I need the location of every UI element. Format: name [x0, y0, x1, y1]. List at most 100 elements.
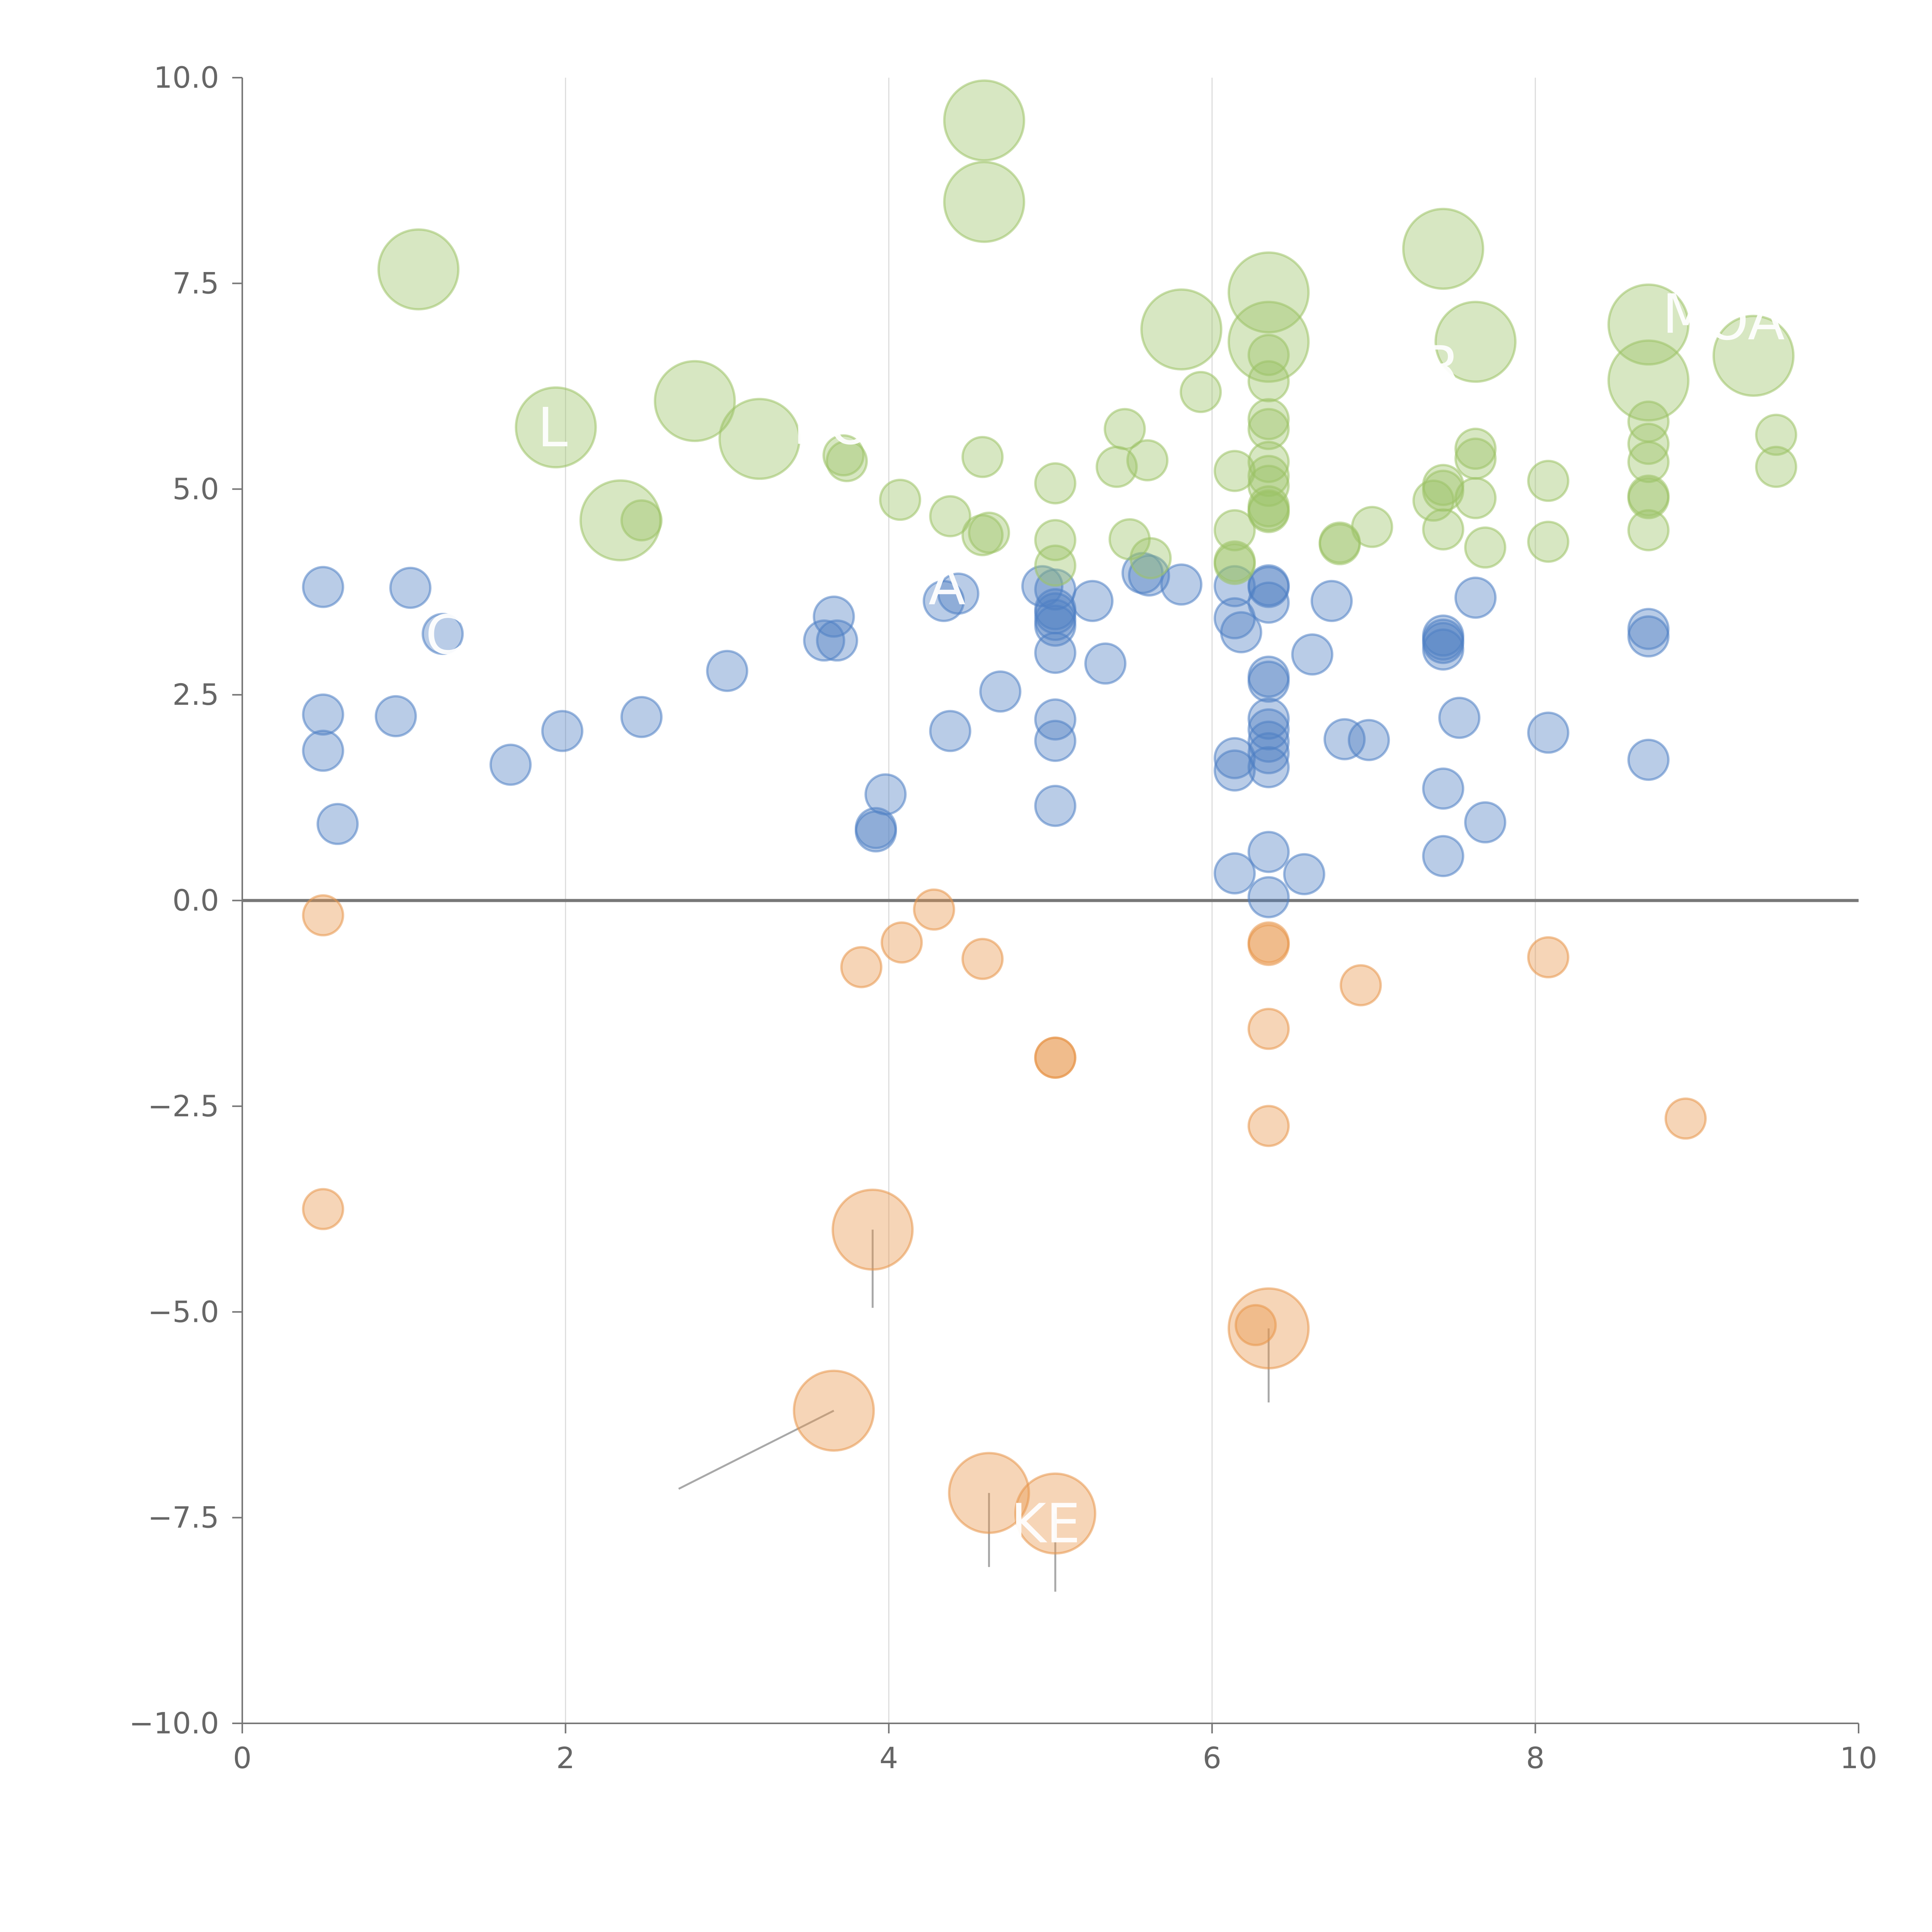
data-point-high	[1454, 477, 1497, 519]
data-point-high	[1402, 207, 1485, 290]
data-point-high	[1247, 440, 1290, 483]
data-point-low	[1213, 565, 1256, 607]
y-tick-label: −2.5	[148, 1089, 219, 1123]
data-point-low	[302, 693, 344, 736]
data-point-low	[1213, 737, 1256, 779]
leader-lines	[403, 116, 1756, 1592]
data-point-negative	[1247, 1105, 1290, 1147]
leader-line	[1444, 332, 1476, 343]
data-point-high	[1318, 523, 1361, 566]
data-point-high	[1228, 251, 1310, 333]
data-point-high	[1129, 537, 1172, 580]
data-point-low	[1247, 566, 1290, 608]
data-point-high	[1627, 509, 1670, 551]
data-point-high	[1422, 469, 1464, 512]
data-point-high	[1126, 439, 1169, 481]
data-point-high	[825, 440, 868, 482]
data-point-high	[1213, 509, 1256, 551]
data-point-high	[654, 360, 736, 442]
data-point-low	[1034, 785, 1077, 827]
data-point-low	[489, 743, 532, 786]
y-tick-label: 5.0	[172, 472, 219, 506]
x-tick-label: 4	[879, 1741, 898, 1775]
data-point-low	[1247, 582, 1290, 624]
axes: 0 2 4 6 8 10 10.0 7.5 5.0 2.5 0.0 −2.5 −5.0 −7.5 −10.0	[129, 60, 1877, 1775]
data-point-high	[1464, 526, 1507, 569]
leader-line	[597, 519, 621, 535]
x-tick-label: 2	[556, 1741, 575, 1775]
data-point-high	[1627, 440, 1670, 483]
data-point-low	[864, 773, 907, 816]
y-tick-label: 0.0	[172, 883, 219, 918]
point-label: L	[537, 396, 568, 459]
data-point-low	[1627, 738, 1670, 781]
data-point-high	[1527, 459, 1570, 502]
data-point-negative	[302, 894, 344, 937]
y-tick-label: 2.5	[172, 677, 219, 712]
data-point-negative	[1228, 1287, 1310, 1370]
point-label: R	[1423, 335, 1460, 398]
data-point-negative	[302, 1188, 344, 1230]
data-point-high	[579, 479, 662, 561]
data-point-high	[1179, 371, 1222, 413]
y-tick-label: 10.0	[154, 60, 219, 95]
data-point-high	[1755, 446, 1798, 488]
data-point-low	[1422, 767, 1464, 810]
data-point-low	[706, 650, 748, 692]
data-point-negative	[1247, 923, 1290, 966]
data-point-low	[1422, 835, 1464, 878]
data-point-low	[302, 566, 344, 608]
point-label: BO	[793, 394, 872, 457]
data-point-low	[1247, 732, 1290, 774]
data-point-high	[1627, 423, 1670, 465]
data-point-low	[1071, 580, 1114, 622]
y-tick-label: −5.0	[148, 1294, 219, 1329]
data-points	[302, 79, 1798, 1555]
data-point-low	[1247, 746, 1290, 789]
leader-line	[1147, 328, 1182, 340]
leader-line	[1648, 311, 1668, 325]
data-point-low	[1128, 554, 1170, 597]
data-point-low	[1247, 831, 1290, 873]
data-point-negative	[1247, 1008, 1290, 1050]
x-tick-label: 6	[1203, 1741, 1221, 1775]
point-label: C	[425, 604, 463, 667]
data-point-high	[515, 386, 597, 469]
data-point-low	[1247, 697, 1290, 740]
data-point-high	[968, 512, 1010, 554]
data-point-low	[1527, 711, 1570, 754]
data-point-negative	[840, 946, 883, 988]
data-point-low	[855, 810, 897, 853]
data-point-low	[1283, 853, 1325, 895]
data-point-negative	[832, 1189, 914, 1271]
data-point-low	[1247, 708, 1290, 751]
data-point-low	[1310, 580, 1353, 622]
point-label: M	[1662, 283, 1709, 346]
data-point-low	[541, 710, 583, 752]
data-point-low	[979, 670, 1022, 713]
data-point-high	[1712, 315, 1795, 397]
data-point-high	[377, 228, 460, 311]
data-point-high	[961, 436, 1004, 478]
data-point-high	[1607, 339, 1690, 422]
data-point-low	[316, 803, 359, 845]
data-point-low	[1160, 563, 1202, 606]
data-point-low	[929, 710, 971, 752]
leader-line	[1752, 355, 1756, 383]
data-point-high	[943, 161, 1026, 243]
data-point-low	[1464, 801, 1507, 844]
data-point-low	[1323, 718, 1366, 760]
data-point-high	[1034, 519, 1077, 561]
data-point-negative	[1340, 964, 1382, 1007]
data-point-high	[1527, 520, 1570, 563]
data-point-low	[1034, 631, 1077, 674]
data-point-low	[1213, 852, 1256, 895]
data-point-low	[1220, 611, 1262, 653]
data-point-low	[1627, 615, 1670, 658]
data-point-negative	[948, 1452, 1030, 1534]
point-labels: L BO A R MOA C KE	[425, 283, 1785, 1555]
leader-line	[743, 424, 760, 440]
data-point-low	[1454, 577, 1497, 619]
data-point-negative	[881, 921, 923, 964]
